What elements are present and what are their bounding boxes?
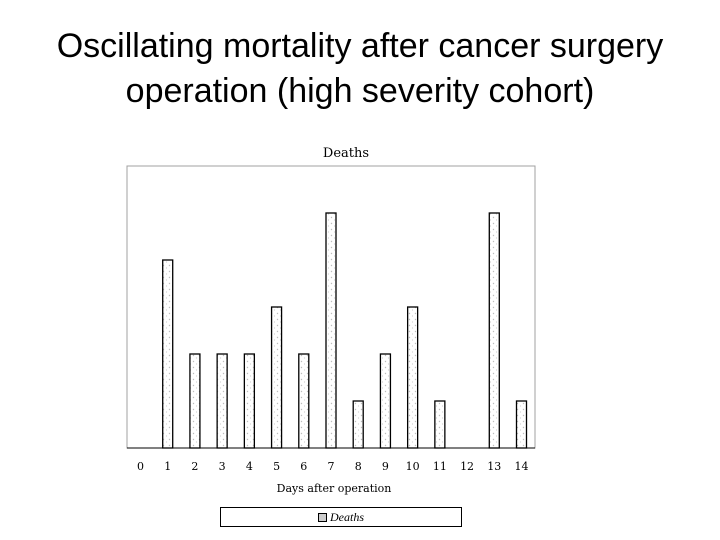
x-tick-label-11: 11 [433, 460, 447, 473]
x-tick-label-2: 2 [191, 460, 198, 473]
x-tick-label-10: 10 [406, 460, 420, 473]
x-tick-label-1: 1 [164, 460, 171, 473]
x-tick-label-14: 14 [515, 460, 529, 473]
x-tick-label-7: 7 [328, 460, 335, 473]
slide-title: Oscillating mortality after cancer surge… [0, 24, 720, 114]
legend-swatch [318, 512, 327, 522]
bar-day-6 [298, 353, 310, 449]
slide-title-line-1: Oscillating mortality after cancer surge… [56, 27, 664, 65]
x-tick-label-3: 3 [219, 460, 226, 473]
chart-title: Deaths [323, 146, 369, 161]
slide-title-line-2: operation (high severity cohort) [125, 72, 595, 110]
bar-day-4 [243, 353, 256, 449]
bar-day-1 [162, 259, 174, 449]
x-tick-label-0: 0 [137, 460, 144, 473]
chart-legend: Deaths [220, 507, 462, 527]
bar-day-13 [488, 212, 500, 449]
bar-day-8 [352, 400, 364, 449]
bar-day-7 [325, 212, 337, 449]
x-axis-label: Days after operation [277, 482, 392, 495]
x-tick-label-6: 6 [300, 460, 307, 473]
x-tick-label-12: 12 [460, 460, 474, 473]
bar-day-9 [379, 353, 392, 449]
x-tick-label-9: 9 [382, 460, 389, 473]
x-tick-label-4: 4 [246, 460, 253, 473]
bar-day-3 [216, 353, 228, 449]
legend-label: Deaths [330, 509, 364, 524]
x-tick-label-8: 8 [355, 460, 362, 473]
bar-day-2 [189, 353, 201, 449]
x-tick-label-13: 13 [487, 460, 501, 473]
x-tick-label-5: 5 [273, 460, 280, 473]
bar-day-5 [270, 306, 283, 449]
bar-day-11 [434, 400, 446, 449]
bar-day-10 [406, 306, 419, 449]
bar-day-14 [515, 400, 528, 449]
